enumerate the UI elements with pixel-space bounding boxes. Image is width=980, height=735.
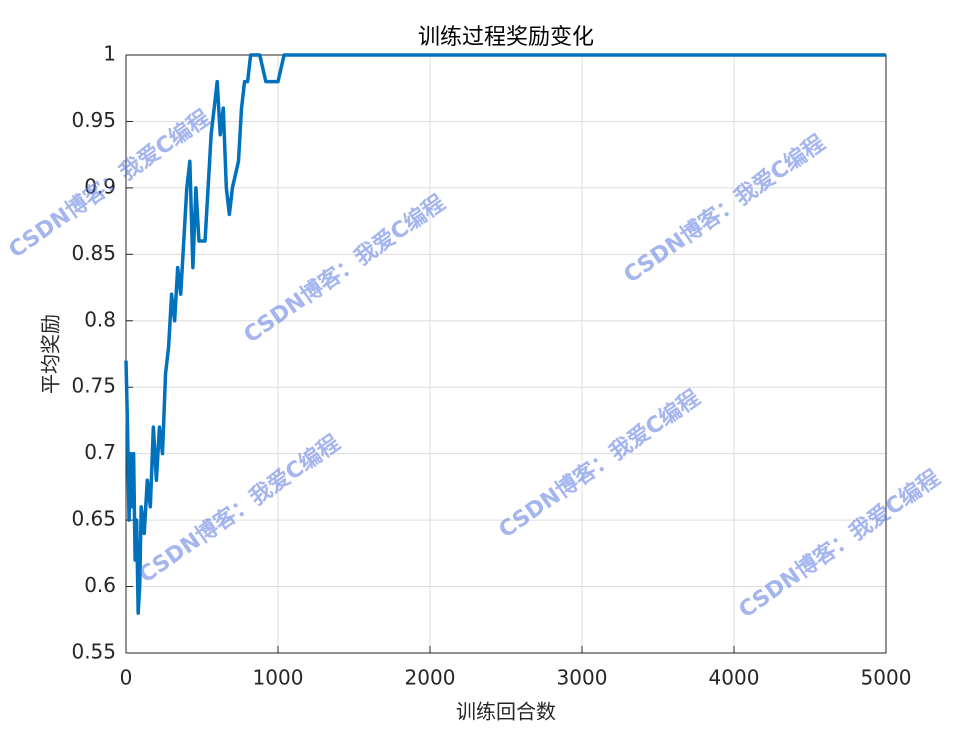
x-tick-label: 4000 (709, 666, 760, 690)
y-tick-label: 0.9 (84, 174, 116, 198)
chart-title: 训练过程奖励变化 (418, 25, 594, 50)
y-tick-label: 0.95 (71, 108, 116, 132)
watermark: CSDN博客：我爱C编程 (239, 190, 450, 349)
y-axis-label: 平均奖励 (39, 314, 63, 394)
y-tick-label: 0.55 (71, 640, 116, 664)
watermark: CSDN博客：我爱C编程 (619, 130, 830, 289)
x-tick-label: 3000 (557, 666, 608, 690)
y-tick-label: 0.8 (84, 307, 116, 331)
y-tick-label: 0.7 (84, 440, 116, 464)
x-tick-label: 5000 (861, 666, 912, 690)
x-tick-label: 2000 (405, 666, 456, 690)
watermark: CSDN博客：我爱C编程 (734, 465, 945, 624)
data-line (124, 53, 886, 615)
y-tick-label: 0.65 (71, 507, 116, 531)
y-tick-label: 0.6 (84, 573, 116, 597)
x-tick-label: 1000 (253, 666, 304, 690)
y-tick-label: 1 (103, 42, 116, 66)
x-tick-label: 0 (120, 666, 133, 690)
x-axis-label: 训练回合数 (456, 700, 556, 724)
y-tick-label: 0.85 (71, 241, 116, 265)
y-tick-label: 0.75 (71, 374, 116, 398)
